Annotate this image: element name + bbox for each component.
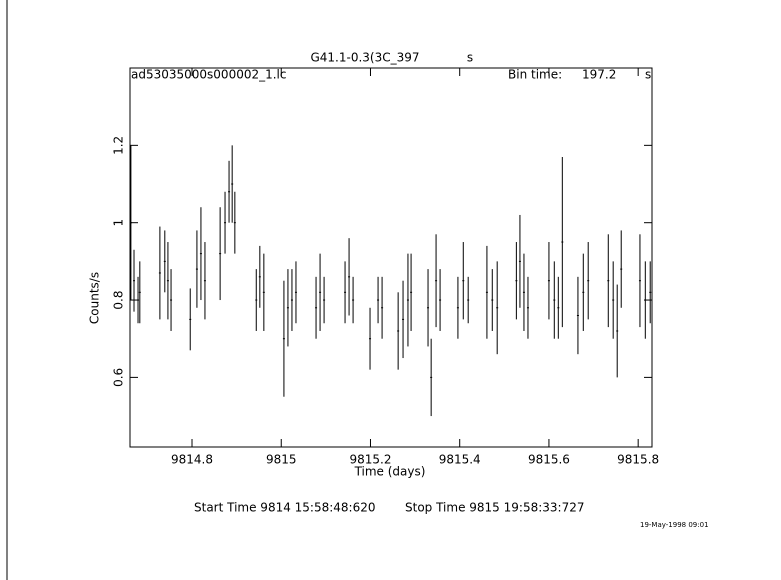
x-tick-label: 9814.8 [171, 453, 213, 467]
chart-title: G41.1-0.3(3C_397 [310, 51, 419, 65]
y-tick-label: 0.8 [112, 290, 126, 309]
date-stamp: 19-May-1998 09:01 [640, 521, 709, 529]
y-tick-label: 0.6 [112, 368, 126, 387]
y-tick-label: 1 [112, 219, 126, 227]
x-tick-label: 9815.6 [528, 453, 570, 467]
x-axis-label: Time (days) [354, 465, 426, 479]
start-time: Start Time 9814 15:58:48:620 [194, 501, 376, 515]
x-tick-label: 9815 [266, 453, 297, 467]
title-unit: s [467, 51, 473, 65]
x-tick-label: 9815.4 [439, 453, 481, 467]
x-tick-label: 9815.2 [349, 453, 391, 467]
plot-frame [129, 67, 653, 448]
y-tick-label: 1.2 [112, 136, 126, 155]
bin-time-label: Bin time: [508, 68, 562, 82]
stop-time: Stop Time 9815 19:58:33:727 [405, 501, 584, 515]
x-tick-label: 9815.8 [617, 453, 659, 467]
file-name: ad53035000s000002_1.lc [131, 68, 287, 82]
bin-time-unit: s [645, 68, 651, 82]
bin-time: 197.2 [582, 68, 616, 82]
y-axis-label: Counts/s [88, 272, 102, 324]
